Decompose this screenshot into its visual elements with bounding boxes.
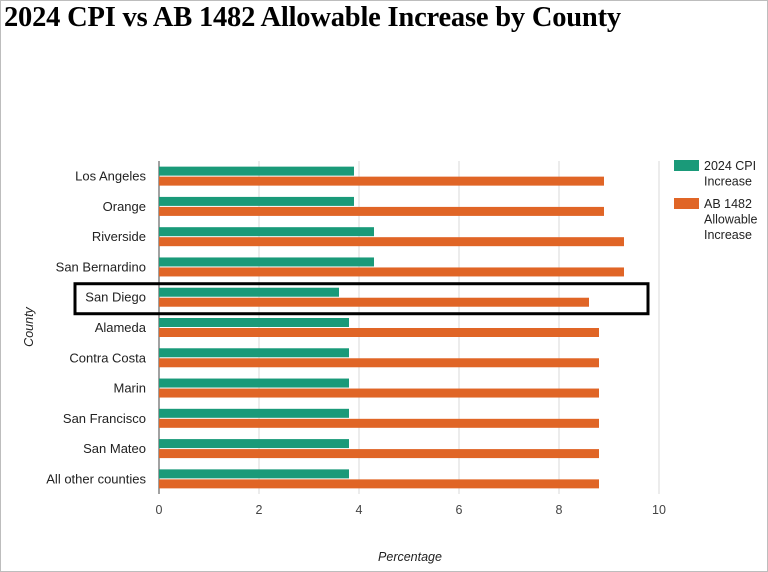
category-label-orange: Orange xyxy=(103,199,146,214)
bar-2024-cpi-increase-marin xyxy=(159,378,349,388)
legend-label-2024-cpi-increase-line-2: Increase xyxy=(704,175,752,189)
x-tick-6: 6 xyxy=(456,503,463,517)
legend-label-ab-1482-allowable-increase-line-2: Allowable xyxy=(704,213,758,227)
bar-2024-cpi-increase-orange xyxy=(159,196,354,206)
chart-title: 2024 CPI vs AB 1482 Allowable Increase b… xyxy=(4,2,621,33)
category-label-contra-costa: Contra Costa xyxy=(69,350,146,365)
category-label-san-diego: San Diego xyxy=(85,290,146,305)
bar-2024-cpi-increase-san-diego xyxy=(159,287,339,297)
category-label-los-angeles: Los Angeles xyxy=(75,169,146,184)
grid-lines xyxy=(158,161,660,494)
highlight-layer xyxy=(73,282,650,316)
bar-2024-cpi-increase-contra-costa xyxy=(159,348,349,358)
legend-swatch-ab-1482-allowable-increase xyxy=(674,198,699,209)
bar-2024-cpi-increase-san-francisco xyxy=(159,408,349,418)
legend-label-2024-cpi-increase-line-1: 2024 CPI xyxy=(704,159,756,173)
category-labels: Los Angeles Orange Riverside San Bernardino… xyxy=(46,169,147,487)
category-label-marin: Marin xyxy=(113,381,146,396)
bar-ab-1482-allowable-increase-san-bernardino xyxy=(159,267,624,277)
category-label-all-other-counties: All other counties xyxy=(46,471,146,486)
x-tick-labels: 0 2 4 6 8 10 xyxy=(156,503,666,517)
bar-ab-1482-allowable-increase-san-francisco xyxy=(159,418,599,428)
x-tick-10: 10 xyxy=(652,503,666,517)
bar-2024-cpi-increase-los-angeles xyxy=(159,166,354,176)
bar-ab-1482-allowable-increase-marin xyxy=(159,388,599,398)
x-tick-4: 4 xyxy=(356,503,363,517)
bar-ab-1482-allowable-increase-riverside xyxy=(159,237,624,247)
legend-label-ab-1482-allowable-increase-line-3: Increase xyxy=(704,228,752,242)
x-tick-0: 0 xyxy=(156,503,163,517)
x-tick-8: 8 xyxy=(556,503,563,517)
bar-2024-cpi-increase-san-bernardino xyxy=(159,257,374,267)
bar-ab-1482-allowable-increase-san-mateo xyxy=(159,449,599,459)
bar-ab-1482-allowable-increase-san-diego xyxy=(159,297,589,307)
x-tick-2: 2 xyxy=(256,503,263,517)
legend-swatch-2024-cpi-increase xyxy=(674,160,699,171)
bar-2024-cpi-increase-all-other-counties xyxy=(159,469,349,479)
bar-2024-cpi-increase-san-mateo xyxy=(159,439,349,449)
bar-ab-1482-allowable-increase-contra-costa xyxy=(159,358,599,368)
category-label-san-francisco: San Francisco xyxy=(63,411,146,426)
category-label-riverside: Riverside xyxy=(92,229,146,244)
bars xyxy=(159,166,624,489)
bar-ab-1482-allowable-increase-orange xyxy=(159,206,604,216)
x-axis-label: Percentage xyxy=(378,550,442,564)
category-label-san-bernardino: San Bernardino xyxy=(56,259,146,274)
highlight-box-san-diego xyxy=(73,282,650,316)
category-label-san-mateo: San Mateo xyxy=(83,441,146,456)
category-label-alameda: Alameda xyxy=(95,320,147,335)
bar-ab-1482-allowable-increase-alameda xyxy=(159,328,599,337)
bar-ab-1482-allowable-increase-all-other-counties xyxy=(159,479,599,489)
bar-2024-cpi-increase-alameda xyxy=(159,318,349,327)
bar-ab-1482-allowable-increase-los-angeles xyxy=(159,176,604,186)
bar-2024-cpi-increase-riverside xyxy=(159,227,374,237)
legend-label-ab-1482-allowable-increase-line-1: AB 1482 xyxy=(704,197,752,211)
y-axis-label: County xyxy=(22,306,36,346)
